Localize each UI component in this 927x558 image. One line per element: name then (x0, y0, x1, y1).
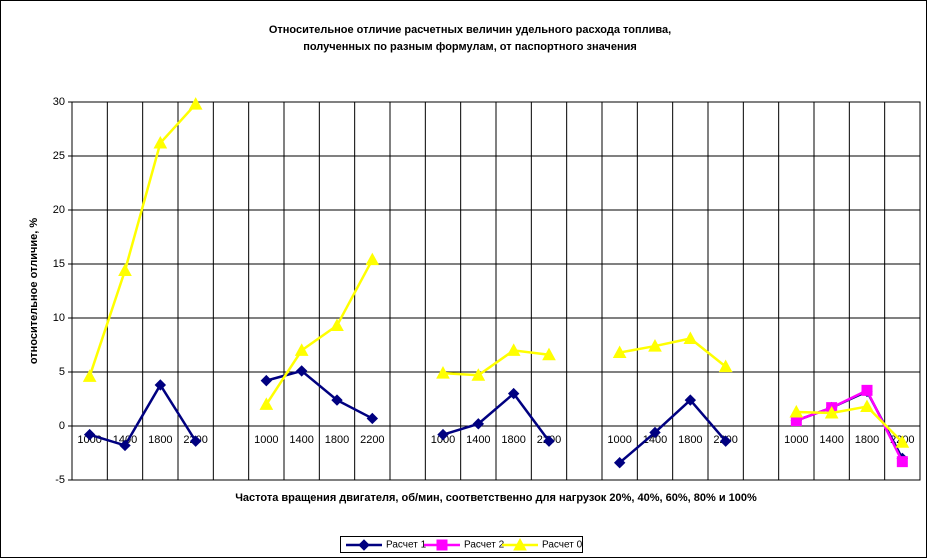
x-tick-label: 2200 (360, 434, 384, 446)
x-axis-title: Частота вращения двигателя, об/мин, соот… (235, 492, 757, 504)
data-point (718, 359, 733, 373)
data-point (861, 384, 873, 396)
data-point (82, 369, 97, 382)
x-tick-label: 1400 (466, 434, 490, 446)
data-point (896, 456, 908, 468)
data-point (506, 343, 521, 356)
x-tick-label: 1800 (501, 434, 525, 446)
data-point (683, 331, 698, 345)
x-tick-label: 1400 (289, 434, 313, 446)
data-point (895, 435, 910, 448)
legend-marker (436, 539, 448, 551)
data-point (612, 345, 627, 359)
y-tick-label: 5 (59, 366, 65, 378)
x-tick-label: 1800 (678, 434, 702, 446)
data-point (649, 426, 661, 439)
y-axis-title: относительное отличие, % (28, 218, 40, 365)
data-point (648, 339, 662, 352)
data-point (613, 457, 626, 469)
data-point (860, 399, 874, 413)
data-point (824, 405, 839, 419)
legend-marker (358, 539, 370, 551)
x-tick-label: 1000 (254, 434, 278, 446)
legend-label: Расчет 1 (386, 540, 427, 551)
y-tick-label: 15 (53, 258, 65, 270)
y-tick-label: 30 (53, 96, 65, 108)
series-line (89, 369, 904, 464)
data-point (437, 428, 449, 441)
data-point (543, 435, 555, 447)
data-point (119, 439, 131, 452)
legend-marker (513, 537, 527, 551)
data-point (118, 263, 132, 276)
x-tick-label: 1800 (325, 434, 349, 446)
data-point (684, 394, 697, 406)
data-point (188, 97, 203, 110)
data-point (260, 374, 273, 387)
data-point (789, 404, 804, 418)
data-point (259, 397, 274, 410)
legend-label: Расчет 2 (464, 540, 505, 551)
chart-title: Относительное отличие расчетных величин … (269, 24, 671, 36)
series-line (88, 103, 904, 444)
chart-subtitle: полученных по разным формулам, от паспор… (303, 41, 637, 53)
x-tick-label: 1800 (855, 434, 879, 446)
data-point (365, 252, 380, 266)
data-point (330, 318, 344, 332)
data-point (507, 387, 520, 400)
data-point (189, 435, 202, 447)
y-tick-label: 25 (53, 150, 65, 162)
x-tick-label: 1800 (148, 434, 172, 446)
y-tick-label: 0 (59, 420, 65, 432)
x-tick-label: 1000 (784, 434, 808, 446)
y-tick-label: 10 (53, 312, 65, 324)
data-point (471, 368, 486, 381)
data-point (294, 343, 309, 356)
data-point (542, 347, 556, 361)
data-point (295, 365, 308, 377)
data-point (719, 435, 732, 447)
data-point (331, 394, 343, 406)
data-point (472, 418, 485, 430)
data-point (436, 366, 450, 379)
data-point (154, 379, 167, 391)
x-tick-label: 1000 (607, 434, 631, 446)
data-point (366, 412, 379, 425)
legend-label: Расчет 0 (542, 540, 583, 551)
data-point (153, 135, 168, 149)
y-tick-label: -5 (55, 474, 65, 486)
y-tick-label: 20 (53, 204, 65, 216)
data-point (83, 428, 96, 441)
x-tick-label: 1400 (819, 434, 843, 446)
